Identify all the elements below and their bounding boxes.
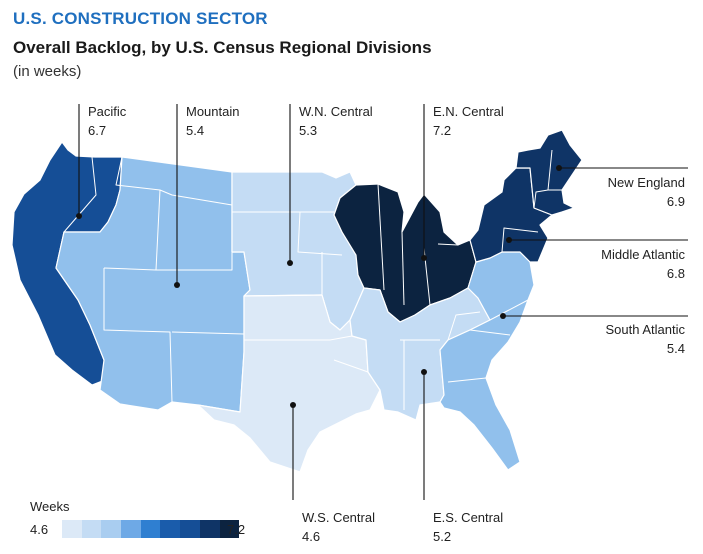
label-ws-central-name: W.S. Central: [302, 510, 375, 525]
label-new-england-value: 6.9: [666, 194, 685, 209]
label-es-central-name: E.S. Central: [433, 510, 504, 525]
label-middle-atlantic-value: 6.8: [666, 266, 685, 281]
legend-swatch-9: [219, 520, 240, 538]
legend-swatch-7: [180, 520, 200, 538]
label-es-central: E.S. Central 5.2: [433, 508, 503, 546]
legend-swatch-6: [160, 520, 181, 538]
legend-swatch-2: [81, 520, 102, 538]
label-wn-central-name: W.N. Central: [299, 104, 373, 119]
legend-swatch-4: [121, 520, 141, 538]
legend-title: Weeks: [30, 499, 70, 514]
label-pacific: Pacific 6.7: [88, 102, 126, 140]
legend-min: 4.6: [30, 522, 49, 537]
region-new-england[interactable]: [515, 129, 583, 216]
label-south-atlantic-value: 5.4: [666, 341, 685, 356]
label-mountain: Mountain 5.4: [186, 102, 239, 140]
label-pacific-name: Pacific: [88, 104, 127, 119]
legend-swatch-1: [62, 520, 82, 538]
legend-swatch-8: [199, 520, 220, 538]
label-mountain-value: 5.4: [186, 123, 205, 138]
legend-swatch-5: [140, 520, 161, 538]
label-south-atlantic: South Atlantic 5.4: [606, 320, 686, 358]
label-en-central-name: E.N. Central: [433, 104, 504, 119]
label-south-atlantic-name: South Atlantic: [605, 322, 686, 337]
label-wn-central: W.N. Central 5.3: [299, 102, 373, 140]
page-title: Overall Backlog, by U.S. Census Regional…: [13, 38, 432, 57]
leader-dots: [76, 165, 562, 408]
label-pacific-value: 6.7: [88, 123, 107, 138]
label-ws-central-value: 4.6: [302, 529, 321, 544]
label-es-central-value: 5.2: [433, 529, 452, 544]
leader-lines: [78, 104, 688, 500]
label-en-central: E.N. Central 7.2: [433, 102, 504, 140]
legend-max: 7.2: [227, 522, 246, 537]
label-middle-atlantic: Middle Atlantic 6.8: [601, 245, 685, 283]
kicker: U.S. CONSTRUCTION SECTOR: [13, 9, 268, 28]
legend-scale: [62, 520, 240, 538]
label-en-central-value: 7.2: [433, 123, 452, 138]
label-middle-atlantic-name: Middle Atlantic: [601, 247, 685, 262]
region-middle-atlantic[interactable]: [469, 167, 553, 263]
label-mountain-name: Mountain: [186, 104, 240, 119]
label-wn-central-value: 5.3: [299, 123, 318, 138]
label-ws-central: W.S. Central 4.6: [302, 508, 375, 546]
legend-swatch-3: [101, 520, 122, 538]
subtitle: (in weeks): [13, 63, 82, 80]
label-new-england: New England 6.9: [608, 173, 685, 211]
map-regions: [11, 129, 583, 473]
label-new-england-name: New England: [607, 175, 685, 190]
state-borders: [63, 149, 562, 410]
